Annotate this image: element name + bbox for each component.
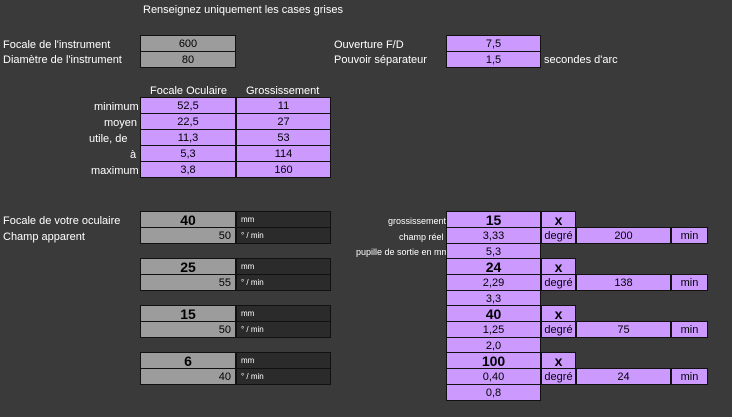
row-label: maximum — [91, 165, 139, 177]
degre-unit: degré — [541, 321, 576, 338]
row-label: minimum — [94, 101, 139, 113]
grossissement-cell: 160 — [236, 161, 331, 178]
row-label: moyen — [104, 117, 138, 129]
min-unit: min — [671, 321, 708, 338]
champ-apparent-label: Champ apparent — [3, 231, 85, 243]
mm-unit: mm — [236, 211, 331, 228]
grossissement-value: 24 — [446, 258, 541, 275]
grossissement-value: 40 — [446, 305, 541, 322]
grossissement-value: 100 — [446, 352, 541, 369]
champ-reel-deg-value: 2,29 — [446, 274, 541, 291]
diametre-instrument-label: Diamètre de l'instrument — [3, 54, 122, 66]
oculaire-champ-input[interactable]: 40 — [140, 368, 236, 385]
focale-cell: 11,3 — [140, 129, 236, 146]
x-unit: x — [541, 211, 576, 228]
champ-reel-min-value: 138 — [576, 274, 671, 291]
oculaire-focale-input[interactable]: 25 — [140, 258, 236, 275]
diametre-instrument-input[interactable]: 80 — [140, 51, 236, 68]
min-unit: min — [671, 227, 708, 244]
x-unit: x — [541, 305, 576, 322]
champ-reel-min-value: 24 — [576, 368, 671, 385]
pupille-value: 2,0 — [446, 337, 541, 354]
mm-unit: mm — [236, 258, 331, 275]
grossissement-value: 15 — [446, 211, 541, 228]
degre-unit: degré — [541, 227, 576, 244]
focale-instrument-label: Focale de l'instrument — [3, 39, 111, 51]
champ-reel-deg-value: 1,25 — [446, 321, 541, 338]
champ-reel-deg-value: 0,40 — [446, 368, 541, 385]
oculaire-champ-input[interactable]: 55 — [140, 274, 236, 291]
grossissement-cell: 53 — [236, 129, 331, 146]
oculaire-focale-input[interactable]: 40 — [140, 211, 236, 228]
focale-instrument-input[interactable]: 600 — [140, 35, 236, 52]
x-unit: x — [541, 352, 576, 369]
deg-min-unit: ° / min — [236, 227, 331, 244]
pouvoir-unit: secondes d'arc — [544, 54, 618, 66]
instruction-text: Renseignez uniquement les cases grises — [143, 4, 343, 16]
col-focale-oculaire-header: Focale Oculaire — [150, 85, 228, 97]
row-label: utile, de — [89, 133, 128, 145]
mm-unit: mm — [236, 352, 331, 369]
champ-reel-min-value: 200 — [576, 227, 671, 244]
pupille-sortie-label: pupille de sortie en mm — [356, 247, 450, 257]
min-unit: min — [671, 274, 708, 291]
x-unit: x — [541, 258, 576, 275]
grossissement-cell: 27 — [236, 113, 331, 130]
focale-cell: 5,3 — [140, 145, 236, 162]
oculaire-champ-input[interactable]: 50 — [140, 227, 236, 244]
oculaire-focale-input[interactable]: 6 — [140, 352, 236, 369]
ouverture-label: Ouverture F/D — [334, 39, 404, 51]
focale-oculaire-label: Focale de votre oculaire — [3, 215, 121, 227]
degre-unit: degré — [541, 274, 576, 291]
champ-reel-min-value: 75 — [576, 321, 671, 338]
grossissement-cell: 11 — [236, 97, 331, 114]
pouvoir-separateur-label: Pouvoir séparateur — [334, 54, 427, 66]
champ-reel-label: champ réel — [399, 232, 444, 242]
focale-cell: 52,5 — [140, 97, 236, 114]
pupille-value: 0,8 — [446, 384, 541, 401]
focale-cell: 3,8 — [140, 161, 236, 178]
pouvoir-separateur-value: 1,5 — [446, 51, 541, 68]
deg-min-unit: ° / min — [236, 368, 331, 385]
row-label: à — [130, 149, 137, 161]
oculaire-champ-input[interactable]: 50 — [140, 321, 236, 338]
deg-min-unit: ° / min — [236, 321, 331, 338]
min-unit: min — [671, 368, 708, 385]
deg-min-unit: ° / min — [236, 274, 331, 291]
grossissement-label: grossissement — [388, 216, 447, 226]
ouverture-value: 7,5 — [446, 35, 541, 52]
champ-reel-deg-value: 3,33 — [446, 227, 541, 244]
col-grossissement-header: Grossissement — [246, 85, 320, 97]
mm-unit: mm — [236, 305, 331, 322]
oculaire-focale-input[interactable]: 15 — [140, 305, 236, 322]
degre-unit: degré — [541, 368, 576, 385]
grossissement-cell: 114 — [236, 145, 331, 162]
focale-cell: 22,5 — [140, 113, 236, 130]
